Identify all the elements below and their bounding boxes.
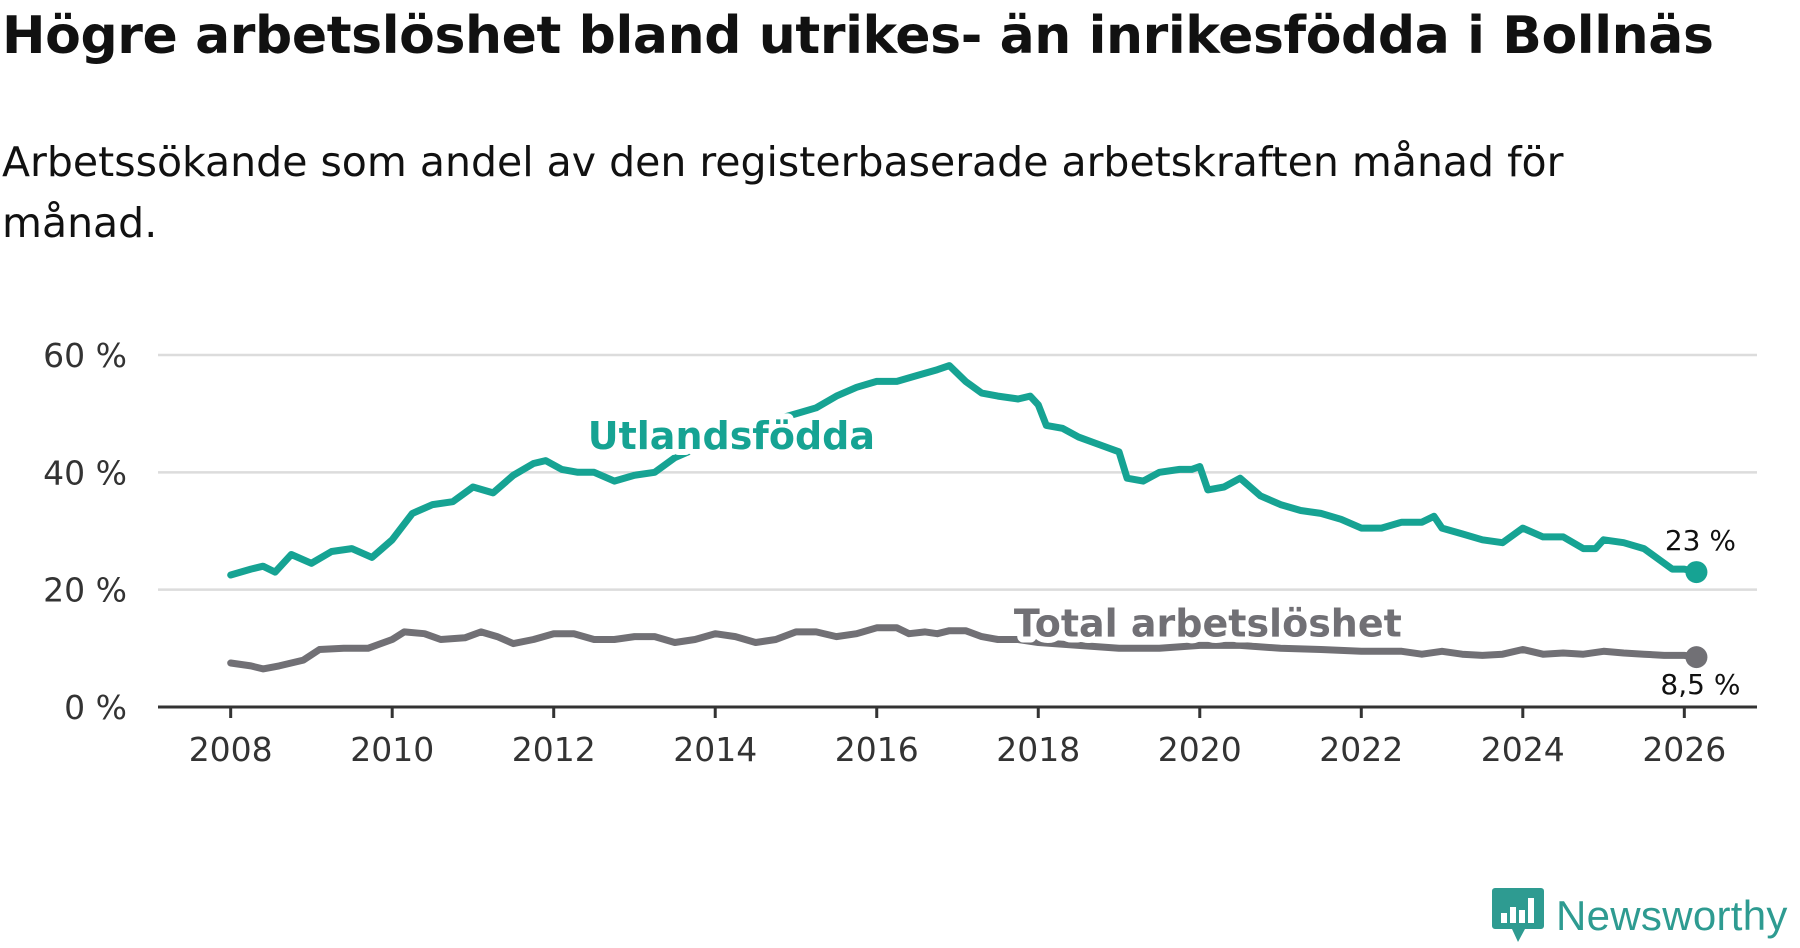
gridlines (158, 353, 1757, 591)
series-name-label: Total arbetslöshet (1014, 602, 1402, 646)
series-name-label: Utlandsfödda (588, 414, 875, 458)
newsworthy-logo: Newsworthy (1491, 886, 1791, 944)
y-tick-label: 20 % (43, 571, 127, 610)
x-tick-label: 2020 (1158, 730, 1242, 769)
x-tick-label: 2012 (512, 730, 596, 769)
end-marker-total-arbetsloshet (1685, 646, 1708, 669)
series-labels: 23 % 8,5 % Utlandsfödda Total arbetslöshet (582, 408, 1741, 701)
axes: 0 % 20 % 40 % 60 % 2008 2010 2012 2014 2016 2018 2… (43, 336, 1757, 769)
chart-title: Högre arbetslöshet bland utrikes- än inr… (2, 6, 1714, 66)
x-tick-label: 2008 (189, 730, 273, 769)
series-line-total-arbetsloshet (227, 624, 1700, 673)
x-tick-label: 2018 (996, 730, 1080, 769)
x-tick-label: 2016 (835, 730, 919, 769)
x-tick-label: 2010 (350, 730, 434, 769)
x-tick-label: 2024 (1481, 730, 1565, 769)
y-tick-label: 40 % (43, 453, 127, 492)
x-tick-label: 2022 (1319, 730, 1403, 769)
end-value-label: 23 % (1665, 524, 1736, 557)
end-value-label: 8,5 % (1660, 668, 1740, 701)
end-marker-utlandsfodda (1685, 561, 1708, 584)
bar-chart-speech-bubble-icon (1492, 888, 1544, 942)
x-tick-label: 2026 (1642, 730, 1726, 769)
series-line-utlandsfodda (227, 362, 1700, 579)
chart-subtitle: Arbetssökande som andel av den registerb… (2, 138, 1564, 247)
y-tick-label: 60 % (43, 336, 127, 375)
y-tick-label: 0 % (64, 688, 127, 727)
x-tick-label: 2014 (673, 730, 757, 769)
brand-name: Newsworthy (1556, 892, 1788, 939)
series-lines (227, 362, 1708, 673)
